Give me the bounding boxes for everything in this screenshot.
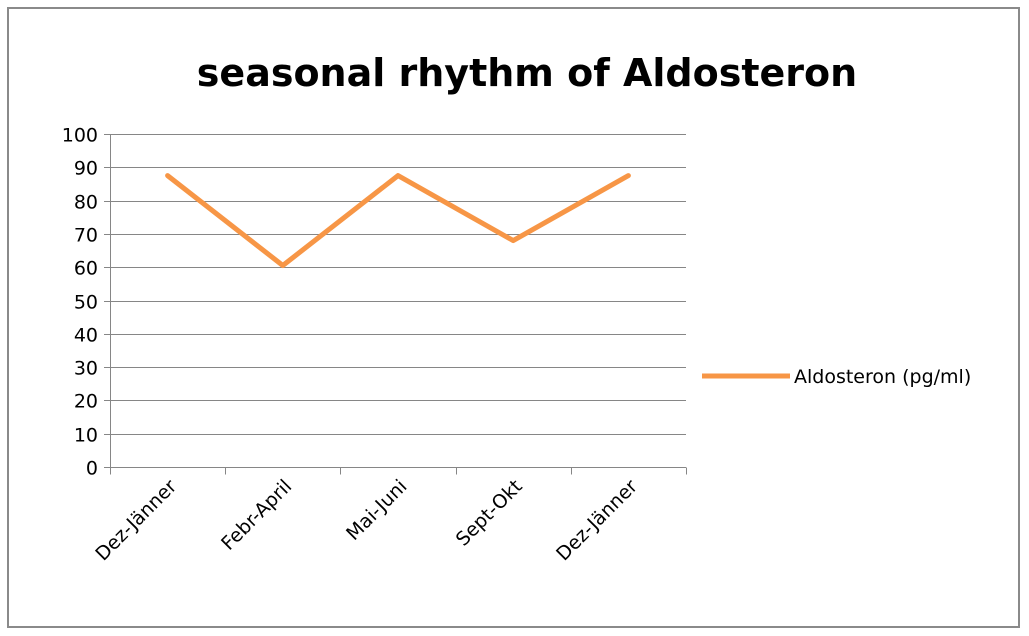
y-tick-label: 30 (74, 358, 98, 380)
x-tick-label: Mai-Juni (342, 475, 411, 544)
x-tick-label: Sept-Okt (452, 475, 527, 550)
y-tick-label: 50 (74, 292, 98, 314)
x-axis-tick-labels: Dez-Jänner Febr-April Mai-Juni Sept-Okt Dez-… (91, 475, 642, 565)
legend-label-aldosteron: Aldosteron (pg/ml) (794, 366, 971, 388)
chart-title: seasonal rhythm of Aldosteron (197, 51, 857, 95)
x-tick-label: Dez-Jänner (552, 475, 642, 565)
y-tick-label: 70 (74, 225, 98, 247)
axes (104, 134, 687, 475)
chart-frame (7, 7, 1020, 628)
y-tick-label: 40 (74, 325, 98, 347)
y-tick-label: 100 (62, 125, 98, 147)
series-layer (165, 173, 631, 268)
gridlines (110, 134, 686, 435)
x-tick-label: Dez-Jänner (91, 475, 181, 565)
series-line-0 (165, 173, 631, 268)
y-tick-label: 60 (74, 258, 98, 280)
y-tick-label: 10 (74, 425, 98, 447)
y-axis-tick-labels: 0 10 20 30 40 50 60 70 80 90 100 (62, 125, 98, 480)
y-tick-label: 90 (74, 158, 98, 180)
y-tick-label: 20 (74, 391, 98, 413)
legend: Aldosteron (pg/ml) (702, 366, 971, 388)
y-tick-label: 80 (74, 192, 98, 214)
x-tick-label: Febr-April (217, 475, 296, 554)
y-tick-label: 0 (86, 458, 98, 480)
